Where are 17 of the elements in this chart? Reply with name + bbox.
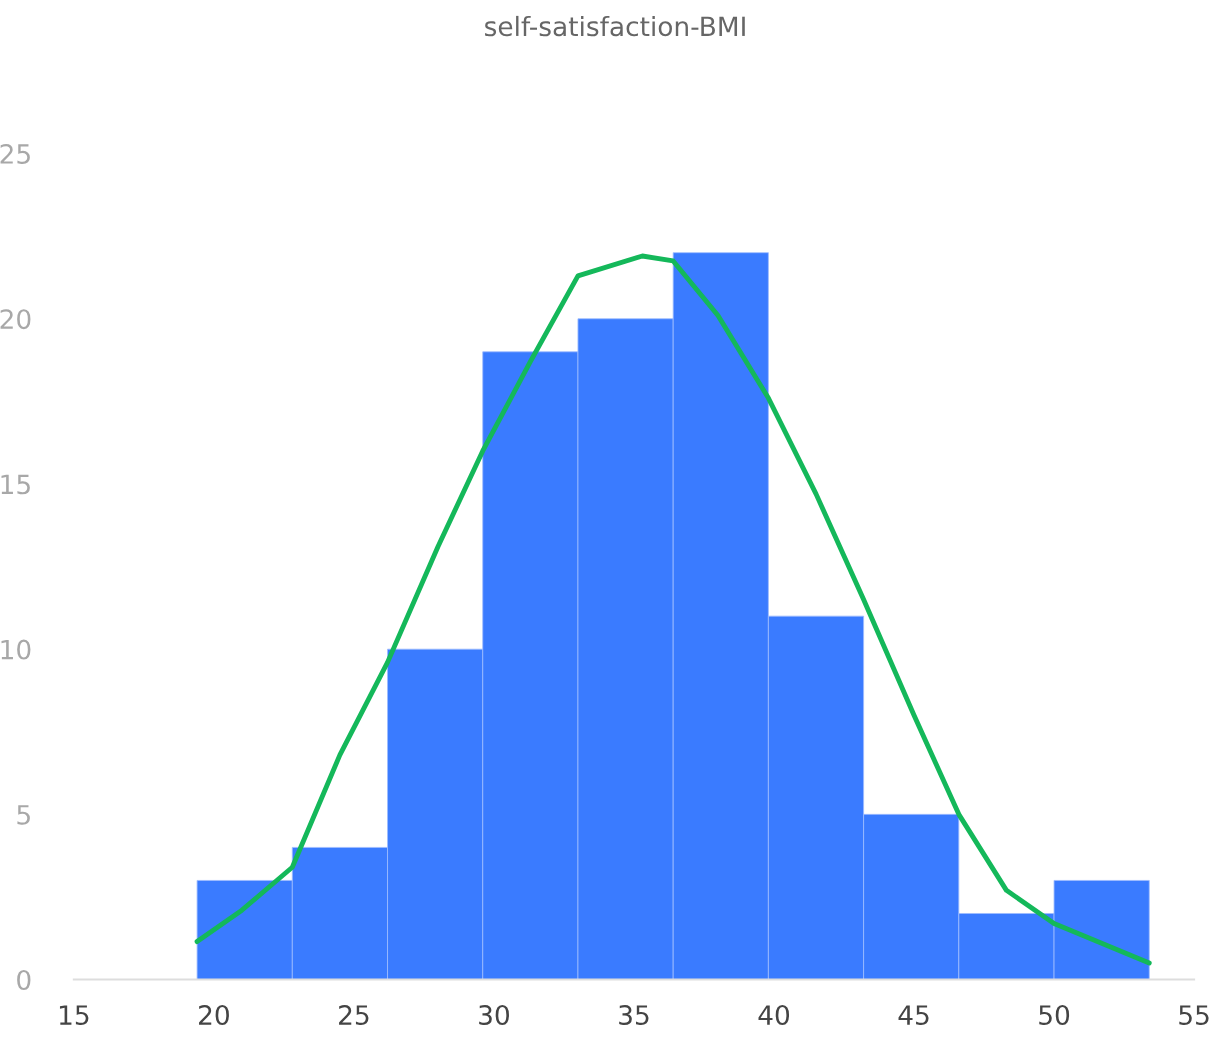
x-tick-label: 25 (339, 1005, 369, 1025)
y-tick-label: 0 (17, 970, 31, 990)
y-tick-label: 20 (0, 309, 31, 330)
x-tick-label: 55 (1179, 1005, 1209, 1025)
x-tick-label: 20 (199, 1005, 229, 1025)
y-tick-label: 5 (17, 805, 30, 825)
y-tick-label: 15 (1, 474, 30, 495)
x-tick-label: 15 (59, 1005, 89, 1025)
x-tick-label: 40 (758, 1005, 790, 1025)
y-tick-label: 25 (0, 144, 30, 164)
y-tick-label: 10 (1, 639, 31, 660)
x-tick-label: 30 (479, 1005, 509, 1025)
x-tick-label: 45 (898, 1005, 929, 1025)
x-tick-label: 35 (619, 1005, 649, 1025)
chart-title: self-satisfaction-BMI (485, 15, 745, 37)
x-tick-label: 50 (1039, 1005, 1070, 1025)
line-series (194, 253, 1152, 966)
